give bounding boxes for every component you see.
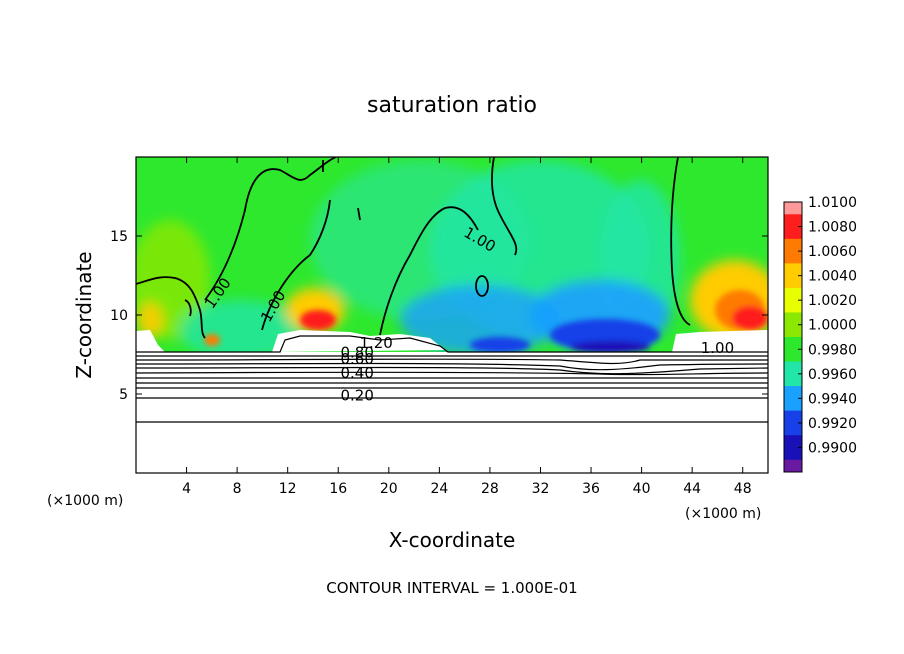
warm-patch-left — [136, 302, 164, 338]
colorbar-label: 1.0080 — [808, 220, 857, 236]
contour-line-left-arch-2 — [261, 199, 331, 331]
white-bump-left — [136, 330, 165, 352]
contour-level-010 — [136, 421, 768, 423]
contour-line-left — [136, 276, 206, 339]
contour-labels: 1.00 1.001.001.001.200.800.600.400.20 — [201, 223, 734, 404]
y-tick-label: 5 — [119, 387, 128, 403]
x-tick-label: 16 — [329, 481, 347, 497]
x-tick-label: 20 — [380, 481, 398, 497]
contour-line-center-2 — [491, 157, 518, 256]
colorbar-swatch — [784, 361, 802, 387]
y-axis-title: Z-coordinate — [72, 251, 96, 378]
y-axis-ticks: 5 10 15 — [110, 229, 768, 403]
contour-label: 0.80 — [340, 344, 373, 362]
colorbar-swatch — [784, 263, 802, 289]
contour-label: 0.60 — [340, 350, 373, 368]
contour-label: 1.00 — [701, 339, 734, 357]
colorbar-swatch — [784, 386, 802, 412]
contour-ellipse-small — [475, 275, 489, 297]
colorbar-swatch — [784, 337, 802, 363]
x-axis-ticks: 4 8 12 16 20 24 28 32 36 40 44 48 — [182, 157, 752, 497]
colorbar-label: 0.9980 — [808, 342, 857, 358]
contour-level-060 — [136, 371, 768, 376]
red-core-center — [300, 310, 336, 330]
colorbar: 1.0100 1.0080 1.0060 1.0040 1.0020 1.0000 0.99… — [783, 195, 857, 473]
x-axis-title: X-coordinate — [389, 528, 516, 552]
red-core-right — [732, 306, 768, 330]
colorbar-swatch — [784, 410, 802, 436]
colorbar-swatch — [784, 459, 802, 473]
chart-title: saturation ratio — [367, 93, 537, 118]
colorbar-frame — [783, 201, 803, 473]
x-tick-label: 24 — [430, 481, 448, 497]
colorbar-swatch — [784, 312, 802, 338]
colorbar-swatch — [784, 435, 802, 461]
heatmap-field — [136, 157, 768, 473]
contour-level-120 — [136, 335, 768, 353]
y-tick-label: 15 — [110, 229, 128, 245]
contour-tick-1 — [357, 207, 361, 221]
colorbar-label: 0.9920 — [808, 416, 857, 432]
y-tick-label: 10 — [110, 308, 128, 324]
x-tick-label: 4 — [182, 481, 191, 497]
x-tick-label: 28 — [481, 481, 499, 497]
x-tick-label: 12 — [279, 481, 297, 497]
colorbar-label: 1.0100 — [808, 195, 857, 211]
x-unit-label-right: (×1000 m) — [685, 506, 761, 522]
colorbar-swatch — [784, 214, 802, 240]
contour-line-center — [379, 206, 479, 336]
deep-blue-core-2 — [470, 337, 530, 353]
contour-tick-3 — [184, 299, 192, 317]
colorbar-swatch — [784, 202, 802, 215]
colorbar-label: 0.9940 — [808, 391, 857, 407]
x-unit-label-left: (×1000 m) — [47, 493, 123, 509]
x-tick-label: 40 — [633, 481, 651, 497]
contour-level-080 — [136, 362, 768, 371]
contour-level-090 — [136, 358, 768, 365]
x-tick-label: 36 — [582, 481, 600, 497]
contour-level-070 — [136, 366, 768, 375]
indigo-core — [570, 341, 650, 353]
contour-line-left-arch — [204, 157, 337, 301]
contour-label: 0.40 — [340, 364, 373, 382]
x-tick-label: 8 — [233, 481, 242, 497]
white-lower-region — [136, 352, 768, 473]
colorbar-label: 1.0060 — [808, 244, 857, 260]
contour-interval-note: CONTOUR INTERVAL = 1.000E-01 — [326, 579, 577, 597]
contour-stack — [136, 335, 768, 423]
colorbar-label: 1.0000 — [808, 318, 857, 334]
blue-band-left — [400, 285, 560, 355]
contour-lines-100 — [136, 157, 691, 339]
x-tick-label: 44 — [683, 481, 701, 497]
colorbar-label: 1.0040 — [808, 269, 857, 285]
x-tick-label: 48 — [734, 481, 752, 497]
colorbar-swatch — [784, 287, 802, 313]
x-tick-label: 32 — [532, 481, 550, 497]
orange-spot-left — [204, 334, 220, 346]
colorbar-swatch — [784, 238, 802, 264]
colorbar-label: 0.9900 — [808, 440, 857, 456]
colorbar-label: 0.9960 — [808, 367, 857, 383]
colorbar-label: 1.0020 — [808, 293, 857, 309]
contour-label: 1.20 — [359, 334, 392, 352]
white-bump-right — [672, 330, 768, 352]
contour-label: 0.20 — [340, 386, 373, 404]
contour-line-right — [670, 157, 691, 326]
